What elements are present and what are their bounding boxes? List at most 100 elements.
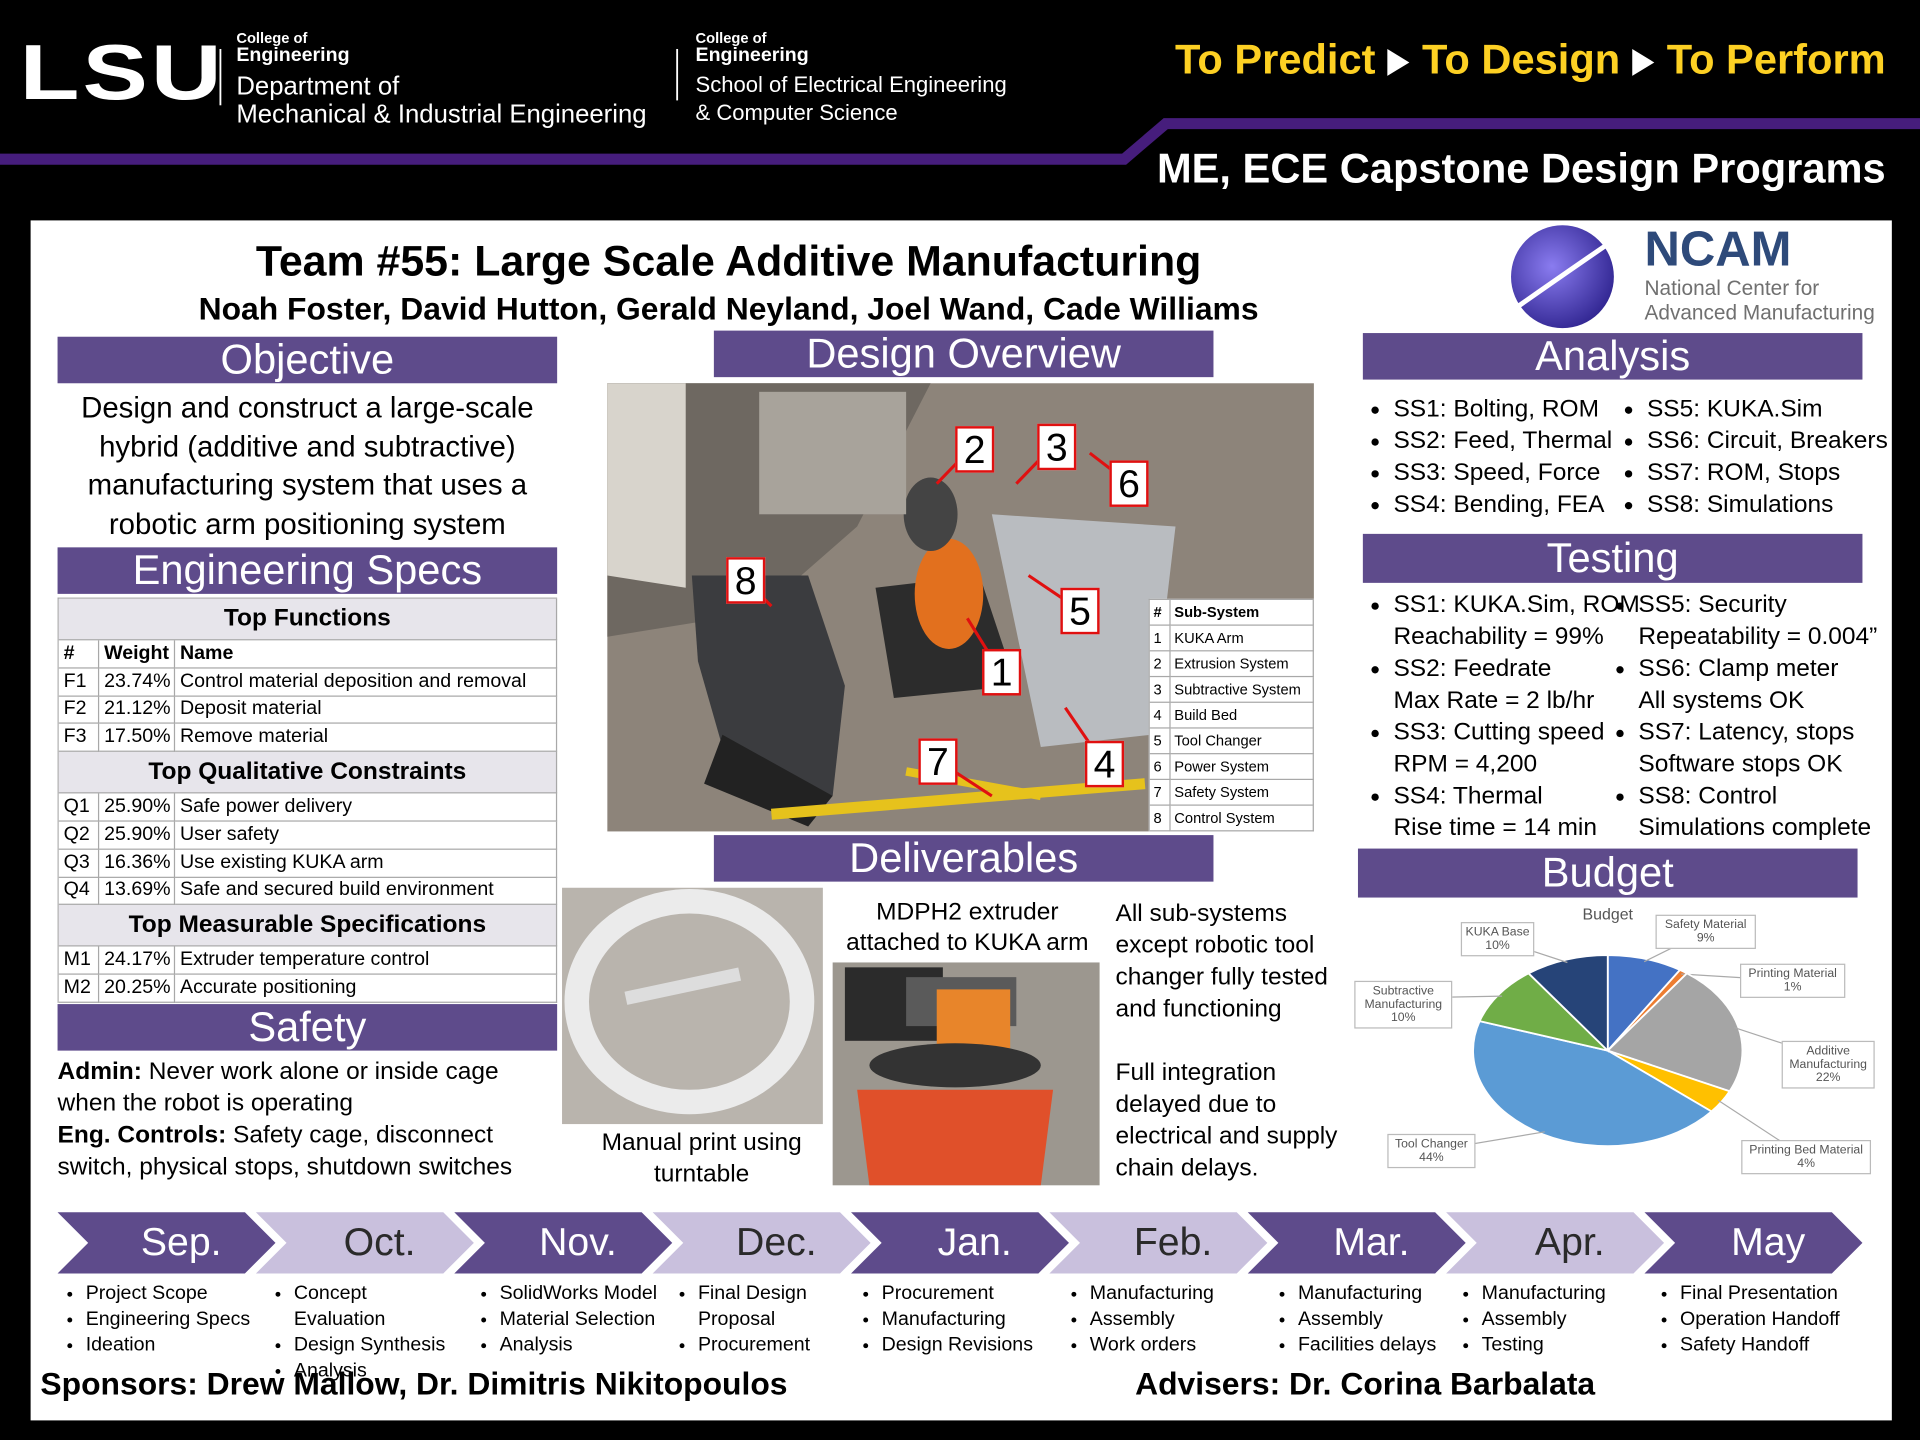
month-task: Manufacturing: [1482, 1281, 1647, 1307]
value-label: 22%: [1815, 1071, 1841, 1085]
heading-text: Deliverables: [849, 834, 1079, 882]
legend-row: 6 Power System: [1149, 754, 1314, 780]
category-label: Printing Material: [1748, 967, 1837, 981]
month-task: Operation Handoff: [1680, 1307, 1845, 1333]
legend-row: 4 Build Bed: [1149, 702, 1314, 729]
month-label: Apr.: [1534, 1219, 1605, 1264]
legend-cell: Build Bed: [1170, 702, 1314, 729]
unit-name: School of Electrical Engineering: [695, 72, 1007, 97]
month-task: Analysis: [294, 1358, 459, 1384]
safety-item: Admin: Never work alone or inside cage w…: [58, 1056, 554, 1120]
analysis-item: SS5: KUKA.Sim: [1647, 393, 1888, 425]
month-tasks: Concept EvaluationDesign SynthesisAnalys…: [269, 1281, 459, 1384]
month-task: Ideation: [86, 1332, 251, 1358]
testing-title: SS8: Control: [1638, 782, 1778, 810]
timeline-chevron: [1247, 1212, 1466, 1274]
month-task: Manufacturing: [1298, 1281, 1463, 1307]
section-heading: Testing: [1362, 533, 1863, 583]
callout: 3: [1037, 423, 1077, 471]
month-task: Procurement: [882, 1281, 1047, 1307]
table-cell: User safety: [175, 821, 558, 850]
safety-label: Eng. Controls:: [57, 1121, 227, 1149]
unit-name: & Computer Science: [695, 100, 898, 125]
callout: 2: [955, 426, 995, 473]
timeline-chevron: [851, 1212, 1069, 1274]
month-tasks: ManufacturingAssemblyTesting: [1457, 1281, 1647, 1358]
month-task: Material Selection: [500, 1307, 665, 1333]
tagline: To Predict To Design To Perform: [0, 37, 1886, 85]
month-task: Manufacturing: [882, 1307, 1047, 1333]
pie-slice: [1478, 972, 1611, 1053]
tagline-arrow: [1387, 48, 1410, 76]
program-title: ME, ECE Capstone Design Programs: [1156, 145, 1886, 193]
section-heading: Budget: [1357, 848, 1858, 898]
month-task: Engineering Specs: [86, 1307, 251, 1333]
section-heading: Objective: [57, 336, 558, 384]
column-header: Weight: [99, 640, 176, 669]
legend-cell: 3: [1149, 677, 1171, 703]
table-cell: 17.50%: [99, 724, 176, 753]
pie-label: KUKA Base 10%: [1460, 922, 1535, 957]
table-row: Q2 25.90% User safety: [58, 821, 558, 850]
category-label: KUKA Base: [1465, 925, 1530, 940]
column-header: Name: [175, 640, 558, 669]
heading-text: Objective: [220, 336, 395, 383]
legend-cell: Extrusion System: [1170, 651, 1314, 678]
table-row: F1 23.74% Control material deposition and …: [58, 668, 558, 697]
month-task: Assembly: [1482, 1307, 1647, 1333]
callout: 6: [1109, 460, 1149, 507]
table-cell: 24.17%: [99, 946, 176, 975]
table-cell: M2: [58, 974, 100, 1003]
table-group-title: Top Qualitative Constraints: [58, 752, 558, 794]
objective-text: Design and construct a large-scale hybri…: [81, 391, 534, 541]
testing-title: SS3: Cutting speed: [1393, 718, 1605, 746]
month-tasks: ProcurementManufacturingDesign Revisions: [857, 1281, 1047, 1358]
timeline-chevron: [652, 1212, 871, 1274]
deliverable-notes: All sub-systems except robotic tool chan…: [1116, 898, 1349, 1185]
lsu-logo: LSU: [19, 28, 225, 117]
extruder-photo: [832, 962, 1100, 1186]
table-cell: 25.90%: [99, 793, 176, 822]
value-label: 10%: [1485, 939, 1510, 953]
month-task: Facilities delays: [1298, 1332, 1463, 1358]
testing-detail: Rise time = 14 min: [1393, 814, 1597, 842]
legend-header: Sub-System: [1170, 600, 1314, 626]
testing-detail: Simulations complete: [1638, 814, 1872, 842]
month-task: Final Presentation: [1680, 1281, 1845, 1307]
analysis-item: SS8: Simulations: [1647, 489, 1888, 521]
pie-label: Printing Material 1%: [1740, 963, 1846, 998]
table-cell: Safe power delivery: [175, 793, 558, 822]
month-label: Nov.: [539, 1219, 617, 1264]
testing-detail: Reachability = 99%: [1393, 623, 1604, 651]
table-cell: Safe and secured build environment: [175, 877, 558, 906]
advisers: Advisers: Dr. Corina Barbalata: [1135, 1365, 1596, 1403]
testing-detail: All systems OK: [1638, 686, 1805, 714]
analysis-item: SS1: Bolting, ROM: [1393, 393, 1612, 425]
callout: 8: [726, 557, 766, 604]
value-label: 9%: [1696, 931, 1715, 946]
month-task: Assembly: [1090, 1307, 1255, 1333]
category-label: Subtractive Manufacturing: [1364, 984, 1443, 1012]
month-label: Dec.: [736, 1219, 817, 1264]
month-tasks: Final Design ProposalProcurement: [673, 1281, 863, 1358]
testing-item: SS2: Feedrate Max Rate = 2 lb/hr: [1393, 653, 1639, 717]
table-group-title: Top Functions: [58, 598, 558, 641]
table-cell: 21.12%: [99, 696, 176, 725]
safety-label: Admin:: [57, 1057, 142, 1085]
month-label: May: [1731, 1219, 1806, 1264]
pie-slice: [1527, 954, 1609, 1053]
month-task: Procurement: [698, 1332, 863, 1358]
table-row: F3 17.50% Remove material: [58, 724, 558, 753]
month-tasks: ManufacturingAssemblyFacilities delays: [1273, 1281, 1463, 1358]
print-photo: [562, 887, 823, 1125]
legend-row: 8 Control System: [1149, 805, 1314, 832]
timeline-chevron: [1446, 1212, 1665, 1274]
legend-cell: 1: [1149, 625, 1171, 652]
tagline-arrow: [1632, 48, 1655, 76]
group-title-text: Top Qualitative Constraints: [148, 758, 467, 786]
poster-authors: Noah Foster, David Hutton, Gerald Neylan…: [198, 290, 1259, 327]
month-label: Jan.: [937, 1219, 1012, 1264]
month-tasks: SolidWorks ModelMaterial SelectionAnalys…: [475, 1281, 665, 1358]
